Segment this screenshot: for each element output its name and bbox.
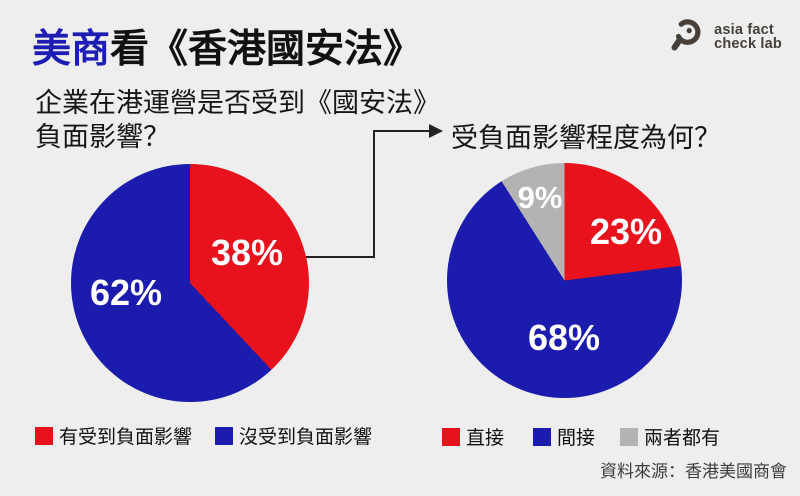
right-chart-question: 受負面影響程度為何？: [451, 123, 721, 153]
pie-left-label-38: 38%: [210, 232, 284, 273]
legend-label-both: 兩者都有: [644, 428, 721, 449]
legend-swatch-red: [35, 426, 53, 445]
left-question-line2: 負面影響？: [35, 122, 170, 152]
pie-chart-left: [71, 164, 309, 402]
pie-left-label-62: 62%: [89, 272, 163, 313]
logo-wordmark: asia fact check lab: [714, 22, 782, 52]
title-accent: 美商: [32, 28, 111, 71]
page-title: 美商看《香港國安法》: [32, 18, 422, 74]
legend-item-direct: 直接: [442, 423, 504, 450]
legend-swatch-direct-red: [442, 427, 460, 446]
legend-swatch-blue: [215, 426, 233, 445]
data-source: 資料來源：香港美國商會: [600, 462, 787, 481]
legend-label-direct: 直接: [466, 428, 505, 449]
left-question-line1: 企業在港運營是否受到《國安法》: [35, 88, 440, 118]
pie-right-label-68: 68%: [527, 317, 601, 358]
legend-item-both: 兩者都有: [620, 423, 720, 450]
title-rest: 看《香港國安法》: [110, 28, 423, 71]
pie-right-label-9: 9%: [517, 180, 563, 215]
asia-fact-check-lab-logo: asia fact check lab: [669, 16, 782, 59]
legend-label-not-affected: 沒受到負面影響: [239, 427, 373, 448]
left-chart-question: 企業在港運營是否受到《國安法》 負面影響？: [35, 86, 440, 154]
legend-swatch-both-gray: [620, 427, 638, 446]
pie-right-label-23: 23%: [589, 211, 663, 252]
legend-label-indirect: 間接: [557, 428, 596, 449]
legend-item-indirect: 間接: [533, 423, 595, 450]
logo-line2: check lab: [714, 35, 782, 52]
logo-line1: asia fact: [714, 22, 774, 38]
legend-swatch-indirect-blue: [533, 427, 551, 446]
legend-label-affected: 有受到負面影響: [59, 427, 193, 448]
connector-arrow: [305, 124, 443, 258]
legend-item-not-affected: 沒受到負面影響: [215, 422, 372, 449]
magnifier-icon: [669, 16, 707, 59]
legend-item-affected: 有受到負面影響: [35, 422, 192, 449]
pie-chart-right: [447, 163, 682, 398]
